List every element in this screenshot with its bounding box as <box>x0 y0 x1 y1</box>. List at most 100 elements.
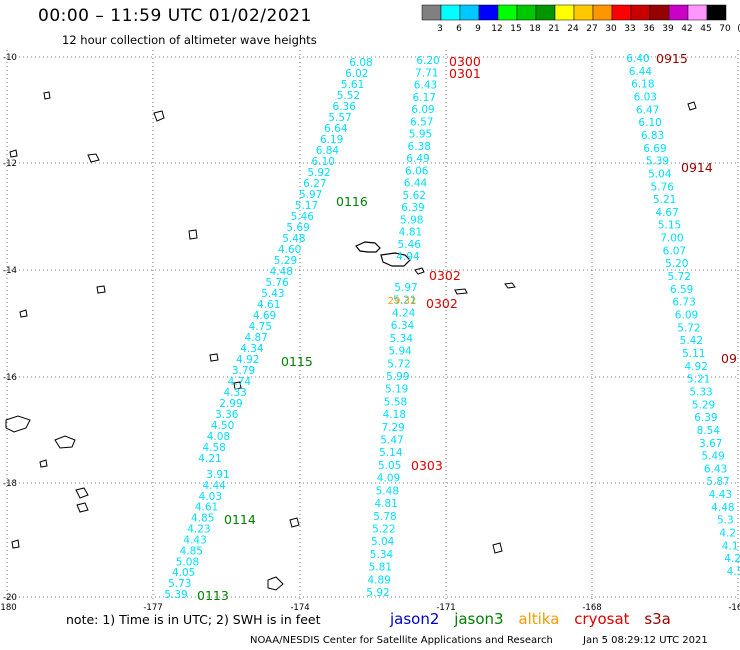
swh-value: 4.2 <box>719 528 736 540</box>
swh-value: 6.07 <box>663 245 686 257</box>
swh-value: 6.27 <box>303 178 326 190</box>
pass-time-label: 0300 <box>449 54 481 69</box>
swh-value: 4.5 <box>727 566 740 578</box>
swh-value: 5.29 <box>274 255 297 267</box>
pass-time-label: 0915 <box>656 51 688 66</box>
swh-value: 4.75 <box>249 321 272 333</box>
pass-time-label: 09 <box>721 351 737 366</box>
swh-value: 6.64 <box>324 123 348 135</box>
swh-value: 6.09 <box>411 104 434 116</box>
swh-value: 6.19 <box>320 134 343 146</box>
swh-value: 5.76 <box>265 277 289 289</box>
swh-value: 3.67 <box>699 438 722 450</box>
swh-value: 5.47 <box>380 435 403 447</box>
swh-value: 4.05 <box>172 567 195 579</box>
swh-value: 4.89 <box>367 574 390 586</box>
colorbar-label: (ft) <box>737 24 740 34</box>
swh-value: 6.09 <box>675 310 698 322</box>
swh-value: 4.09 <box>377 473 400 485</box>
swh-value: 5.87 <box>706 476 729 488</box>
swh-value: 5.62 <box>403 190 426 202</box>
swh-value: 5.58 <box>384 396 407 408</box>
swh-value: 4.87 <box>244 332 267 344</box>
swh-value: 5.43 <box>261 288 284 300</box>
swh-value: 5.94 <box>388 346 412 358</box>
swh-value: 6.44 <box>404 178 428 190</box>
swh-value: 5.99 <box>386 371 409 383</box>
swh-value: 4.69 <box>253 310 276 322</box>
swh-value: 6.03 <box>634 91 657 103</box>
swh-value: 4.18 <box>383 409 406 421</box>
swh-value: 5.76 <box>651 181 675 193</box>
colorbar-label: 45 <box>700 24 711 34</box>
swh-value: 6.39 <box>401 202 424 214</box>
pass-time-label: 0302 <box>426 296 458 311</box>
swh-value: 4.1 <box>722 540 739 552</box>
colorbar-label: 36 <box>643 24 655 34</box>
coastline <box>5 91 697 591</box>
swh-value: 6.44 <box>629 66 653 78</box>
swh-value: 4.94 <box>396 251 420 263</box>
swh-value: 4.08 <box>207 431 230 443</box>
swh-value: 6.84 <box>316 145 340 157</box>
swh-value: 5.39 <box>646 156 669 168</box>
credit-line: NOAA/NESDIS Center for Satellite Applica… <box>250 635 553 646</box>
legend-jason2: jason2 <box>390 610 440 628</box>
pass-time-label: 0914 <box>681 160 713 175</box>
colorbar-label: 3 <box>437 24 443 34</box>
swh-value: 4.43 <box>709 489 732 501</box>
pass-time-label: 0301 <box>449 66 481 81</box>
colorbar-label: 27 <box>586 24 597 34</box>
swh-value: 4.44 <box>202 480 226 492</box>
pass-time-label: 0303 <box>411 458 443 473</box>
swh-value: 6.43 <box>414 80 437 92</box>
swh-value: 4.23 <box>187 524 210 536</box>
swh-value: 8.54 <box>697 425 721 437</box>
swh-value: 4.33 <box>223 387 246 399</box>
swh-value: 4.60 <box>278 244 301 256</box>
pass-time-label: 0115 <box>281 354 313 369</box>
swh-value: 4.92 <box>685 361 708 373</box>
y-tick-label: -20 <box>3 593 17 603</box>
swh-value: 4.81 <box>399 227 422 239</box>
swh-value: 5.73 <box>168 578 191 590</box>
legend-jason3: jason3 <box>454 610 504 628</box>
x-tick-label: -174 <box>290 603 309 613</box>
swh-value: 7.00 <box>660 233 683 245</box>
y-tick-label: -18 <box>3 479 17 489</box>
colorbar-swatch <box>706 4 727 21</box>
swh-value: 4.61 <box>195 502 218 514</box>
colorbar-label: 21 <box>548 24 559 34</box>
swh-value: 6.08 <box>349 57 372 69</box>
colorbar-label: 33 <box>624 24 635 34</box>
swh-value: 5.21 <box>687 374 710 386</box>
legend-cryosat: cryosat <box>574 610 630 628</box>
swh-value: 4.24 <box>392 307 416 319</box>
swh-value: 5.04 <box>371 536 395 548</box>
colorbar-label: 6 <box>456 24 462 34</box>
legend-s3a: s3a <box>644 610 671 628</box>
swh-value: 6.69 <box>643 143 666 155</box>
swh-value: 5.92 <box>366 587 389 599</box>
swh-value: 4.74 <box>228 376 252 388</box>
map-grid: -180 -177 -174 -171 -168 -165 -10 -12 -14 -16 -18 -… <box>0 50 740 613</box>
pass-time-label: 0113 <box>197 588 229 603</box>
swh-value: 5.34 <box>390 333 414 345</box>
swh-value: 6.02 <box>345 68 368 80</box>
wave-height-tracks: 6.086.025.615.526.365.576.646.196.846.10… <box>164 53 740 601</box>
colorbar-label: 42 <box>681 24 692 34</box>
swh-value: 4.48 <box>270 266 293 278</box>
x-tick-label: -165 <box>728 603 740 613</box>
satellite-legend: jason2 jason3 altika cryosat s3a <box>390 610 681 628</box>
swh-value: 4.2 <box>724 553 740 565</box>
swh-value: 5.92 <box>307 167 330 179</box>
swh-value: 4.48 <box>711 502 734 514</box>
swh-value: 5.48 <box>376 485 399 497</box>
swh-value: 4.61 <box>257 299 280 311</box>
swh-value: 5.46 <box>398 239 422 251</box>
swh-value: 6.17 <box>413 92 436 104</box>
swh-value: 6.57 <box>410 116 433 128</box>
swh-value: 5.97 <box>299 189 322 201</box>
